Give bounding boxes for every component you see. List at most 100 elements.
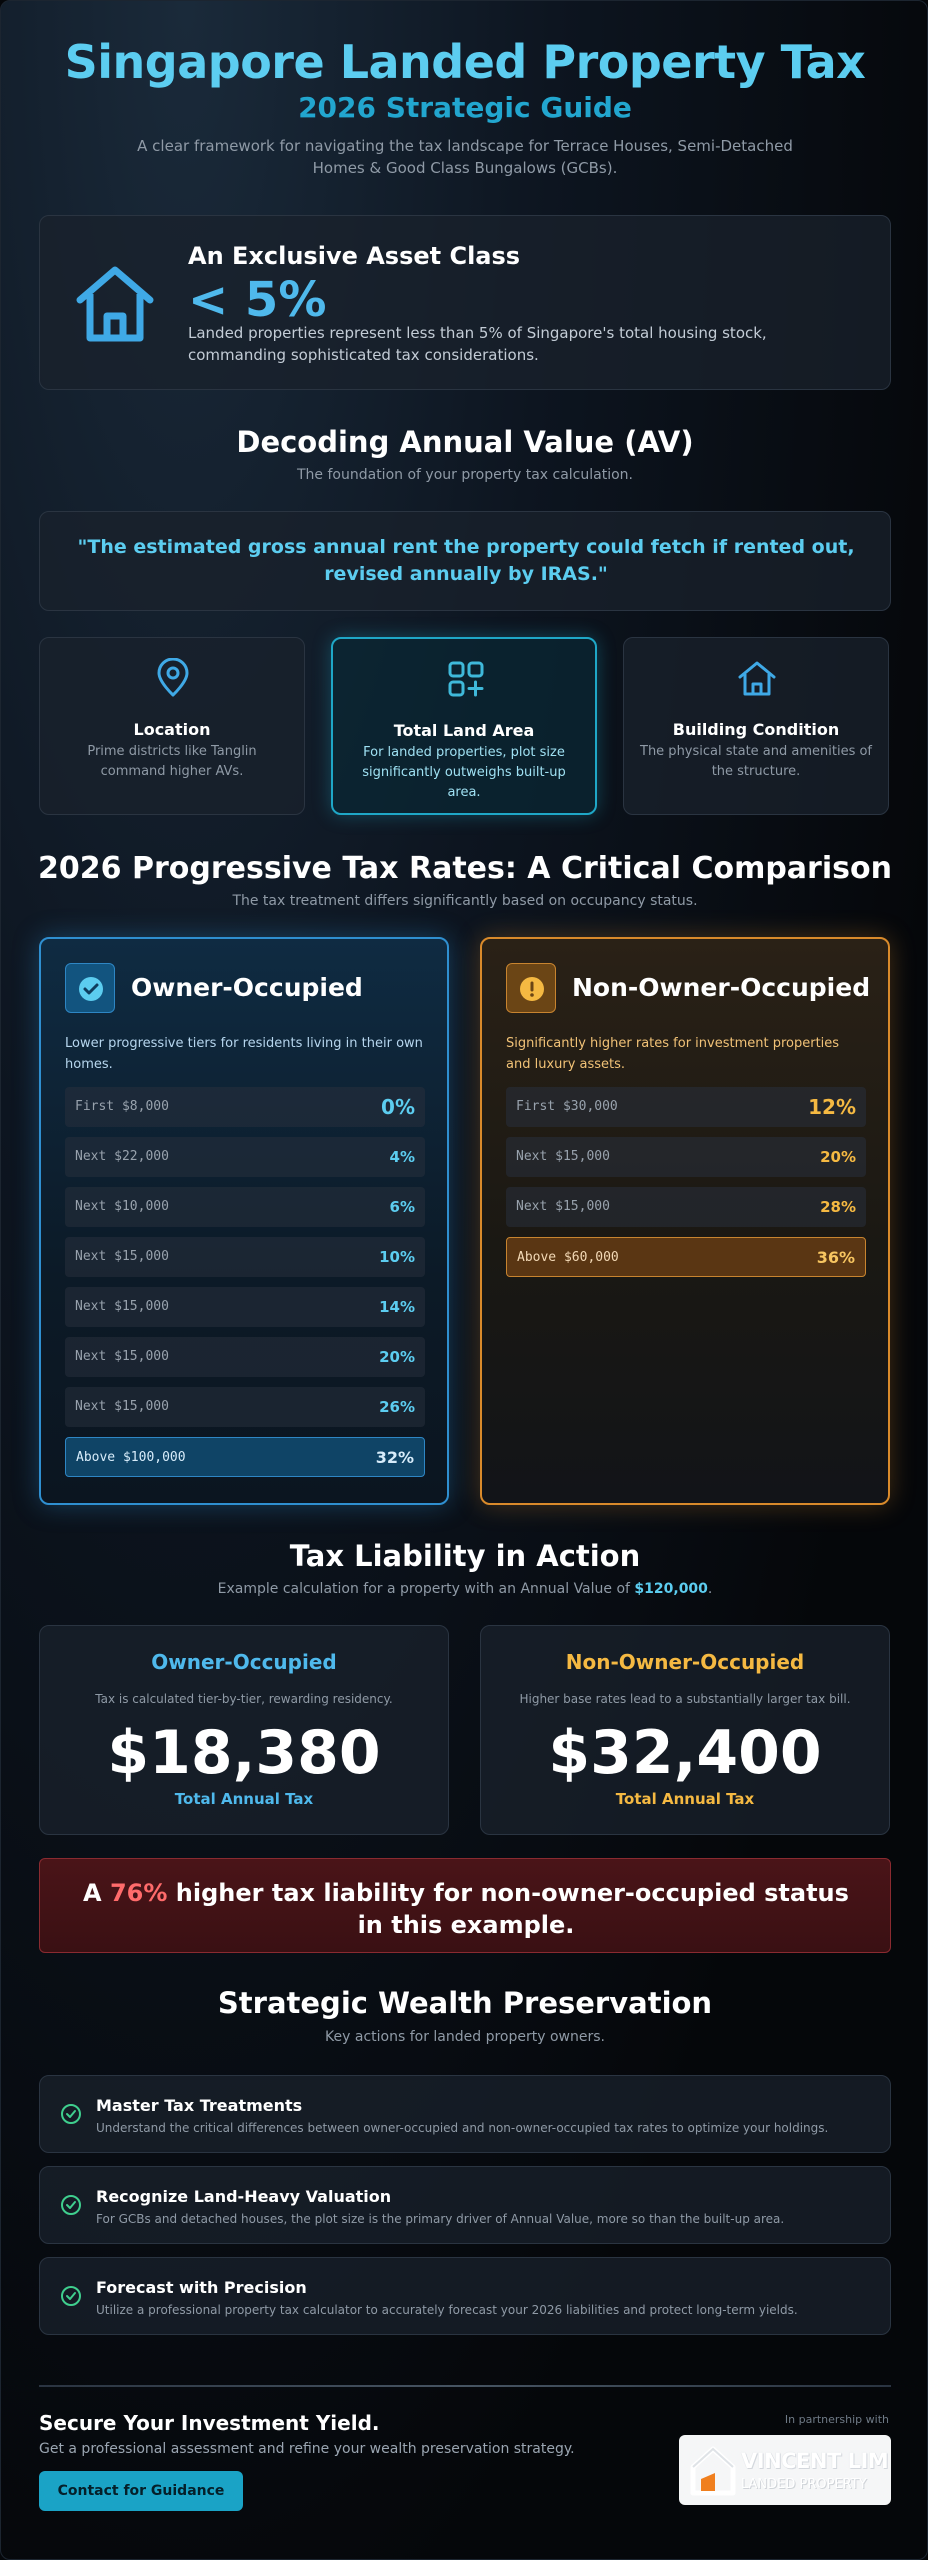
- non-owner-badge: [506, 963, 556, 1013]
- owner-occupied-rates-panel: Owner-Occupied Lower progressive tiers f…: [39, 937, 449, 1505]
- rate-tier-label: Next $15,000: [75, 1249, 169, 1264]
- factor-description: For landed properties, plot size signifi…: [362, 745, 566, 800]
- footer-subtitle: Get a professional assessment and refine…: [39, 2441, 575, 2457]
- rate-tier-label: Next $15,000: [75, 1349, 169, 1364]
- house-icon: [76, 266, 154, 342]
- partner-logo-tagline: LANDED PROPERTY: [741, 2477, 867, 2492]
- strategy-item-title: Forecast with Precision: [96, 2278, 307, 2297]
- check-circle-icon: [79, 977, 103, 1001]
- factor-title: Building Condition: [672, 720, 840, 739]
- annual-value-highlight: $120,000: [634, 1581, 708, 1597]
- factor-title: Total Land Area: [393, 721, 535, 740]
- factor-location-card: Location Prime districts like Tanglin co…: [39, 637, 305, 815]
- rates-section-title: 2026 Progressive Tax Rates: A Critical C…: [38, 851, 892, 886]
- contact-button[interactable]: Contact for Guidance: [39, 2471, 243, 2511]
- rate-tier-value: 28%: [820, 1198, 856, 1216]
- strategy-section-title: Strategic Wealth Preservation: [217, 1986, 713, 2020]
- footer-divider: [39, 2385, 891, 2387]
- strategy-item-description: Understand the critical differences betw…: [96, 2121, 829, 2135]
- page-subtitle: 2026 Strategic Guide: [298, 91, 632, 124]
- av-section-title: Decoding Annual Value (AV): [236, 425, 694, 459]
- strategy-item: Forecast with Precision Utilize a profes…: [39, 2257, 891, 2335]
- check-circle-icon: [61, 2195, 81, 2215]
- non-owner-liability-description: Higher base rates lead to a substantiall…: [519, 1692, 851, 1706]
- warning-percentage: 76%: [109, 1879, 168, 1907]
- av-definition-card: "The estimated gross annual rent the pro…: [39, 511, 891, 611]
- owner-panel-title: Owner-Occupied: [131, 973, 363, 1002]
- non-owner-liability-amount: $32,400: [548, 1718, 822, 1788]
- grid-plus-icon: [448, 661, 484, 697]
- rate-tier-value: 0%: [381, 1095, 415, 1119]
- check-circle-icon: [61, 2104, 81, 2124]
- liability-section-title: Tax Liability in Action: [289, 1539, 641, 1573]
- liability-subtitle-text: Example calculation for a property with …: [217, 1581, 635, 1597]
- partner-logo[interactable]: VINCENT LIM LANDED PROPERTY: [679, 2435, 891, 2505]
- owner-panel-description: Lower progressive tiers for residents li…: [65, 1036, 423, 1072]
- strategy-section-subtitle: Key actions for landed property owners.: [325, 2029, 605, 2045]
- strategy-item: Master Tax Treatments Understand the cri…: [39, 2075, 891, 2153]
- rate-tier-label: Next $10,000: [75, 1199, 169, 1214]
- rate-tier-label: Above $60,000: [517, 1250, 619, 1265]
- rate-tier-label: First $30,000: [516, 1099, 618, 1114]
- liability-difference-text: A 76% higher tax liability for non-owner…: [80, 1877, 852, 1941]
- rate-row: Next $15,000 14%: [65, 1287, 425, 1327]
- strategy-item-description: Utilize a professional property tax calc…: [96, 2303, 798, 2317]
- non-owner-liability-title: Non-Owner-Occupied: [565, 1650, 805, 1674]
- non-owner-panel-description: Significantly higher rates for investmen…: [506, 1036, 840, 1072]
- rate-tier-label: Next $22,000: [75, 1149, 169, 1164]
- warning-prefix: A: [83, 1879, 110, 1907]
- rate-row: Next $22,000 4%: [65, 1137, 425, 1177]
- rates-section-subtitle: The tax treatment differs significantly …: [232, 893, 698, 909]
- rate-row: Next $15,000 20%: [506, 1137, 866, 1177]
- intro-text: A clear framework for navigating the tax…: [137, 137, 793, 177]
- rate-row: First $30,000 12%: [506, 1087, 866, 1127]
- house-icon: [738, 661, 776, 696]
- liability-section-subtitle: Example calculation for a property with …: [1, 1581, 927, 1597]
- factor-description: The physical state and amenities of the …: [640, 744, 873, 779]
- rate-tier-value: 6%: [389, 1198, 415, 1216]
- footer-title: Secure Your Investment Yield.: [39, 2411, 380, 2435]
- strategy-item-title: Recognize Land-Heavy Valuation: [96, 2187, 392, 2206]
- factor-building-condition-card: Building Condition The physical state an…: [623, 637, 889, 815]
- page-title: Singapore Landed Property Tax: [64, 35, 866, 89]
- owner-liability-description: Tax is calculated tier-by-tier, rewardin…: [95, 1692, 393, 1706]
- non-owner-liability-card: Non-Owner-Occupied Higher base rates lea…: [480, 1625, 890, 1835]
- rate-tier-value: 20%: [820, 1148, 856, 1166]
- rate-tier-label: First $8,000: [75, 1099, 169, 1114]
- rate-tier-value: 10%: [379, 1248, 415, 1266]
- asset-description: Landed properties represent less than 5%…: [188, 324, 767, 364]
- rate-tier-label: Next $15,000: [75, 1399, 169, 1414]
- owner-liability-amount: $18,380: [107, 1718, 381, 1788]
- owner-liability-title: Owner-Occupied: [151, 1650, 337, 1674]
- non-owner-panel-title: Non-Owner-Occupied: [572, 973, 871, 1002]
- partner-logo-name: VINCENT LIM: [741, 2449, 889, 2473]
- rate-row-top-tier: Above $60,000 36%: [506, 1237, 866, 1277]
- asset-stat: < 5%: [188, 272, 327, 328]
- owner-badge: [65, 963, 115, 1013]
- non-owner-occupied-rates-panel: Non-Owner-Occupied Significantly higher …: [480, 937, 890, 1505]
- warning-suffix: higher tax liability for non-owner-occup…: [167, 1879, 849, 1939]
- factor-land-area-card: Total Land Area For landed properties, p…: [331, 637, 597, 815]
- rate-row: Next $15,000 26%: [65, 1387, 425, 1427]
- av-section-subtitle: The foundation of your property tax calc…: [297, 467, 633, 483]
- rate-tier-label: Above $100,000: [76, 1450, 186, 1465]
- partner-label: In partnership with: [784, 2413, 889, 2426]
- rate-tier-value: 4%: [389, 1148, 415, 1166]
- check-circle-icon: [61, 2286, 81, 2306]
- owner-liability-card: Owner-Occupied Tax is calculated tier-by…: [39, 1625, 449, 1835]
- liability-subtitle-end: .: [707, 1581, 713, 1597]
- rate-tier-value: 26%: [379, 1398, 415, 1416]
- owner-liability-label: Total Annual Tax: [174, 1790, 314, 1808]
- non-owner-liability-label: Total Annual Tax: [615, 1790, 755, 1808]
- alert-circle-icon: [520, 977, 544, 1001]
- asset-class-card: An Exclusive Asset Class < 5% Landed pro…: [39, 215, 891, 390]
- strategy-item: Recognize Land-Heavy Valuation For GCBs …: [39, 2166, 891, 2244]
- strategy-item-description: For GCBs and detached houses, the plot s…: [96, 2212, 785, 2226]
- rate-row: Next $15,000 10%: [65, 1237, 425, 1277]
- rate-tier-value: 14%: [379, 1298, 415, 1316]
- map-pin-icon: [157, 658, 189, 697]
- strategy-item-title: Master Tax Treatments: [96, 2096, 303, 2115]
- rate-tier-label: Next $15,000: [516, 1149, 610, 1164]
- rate-tier-label: Next $15,000: [516, 1199, 610, 1214]
